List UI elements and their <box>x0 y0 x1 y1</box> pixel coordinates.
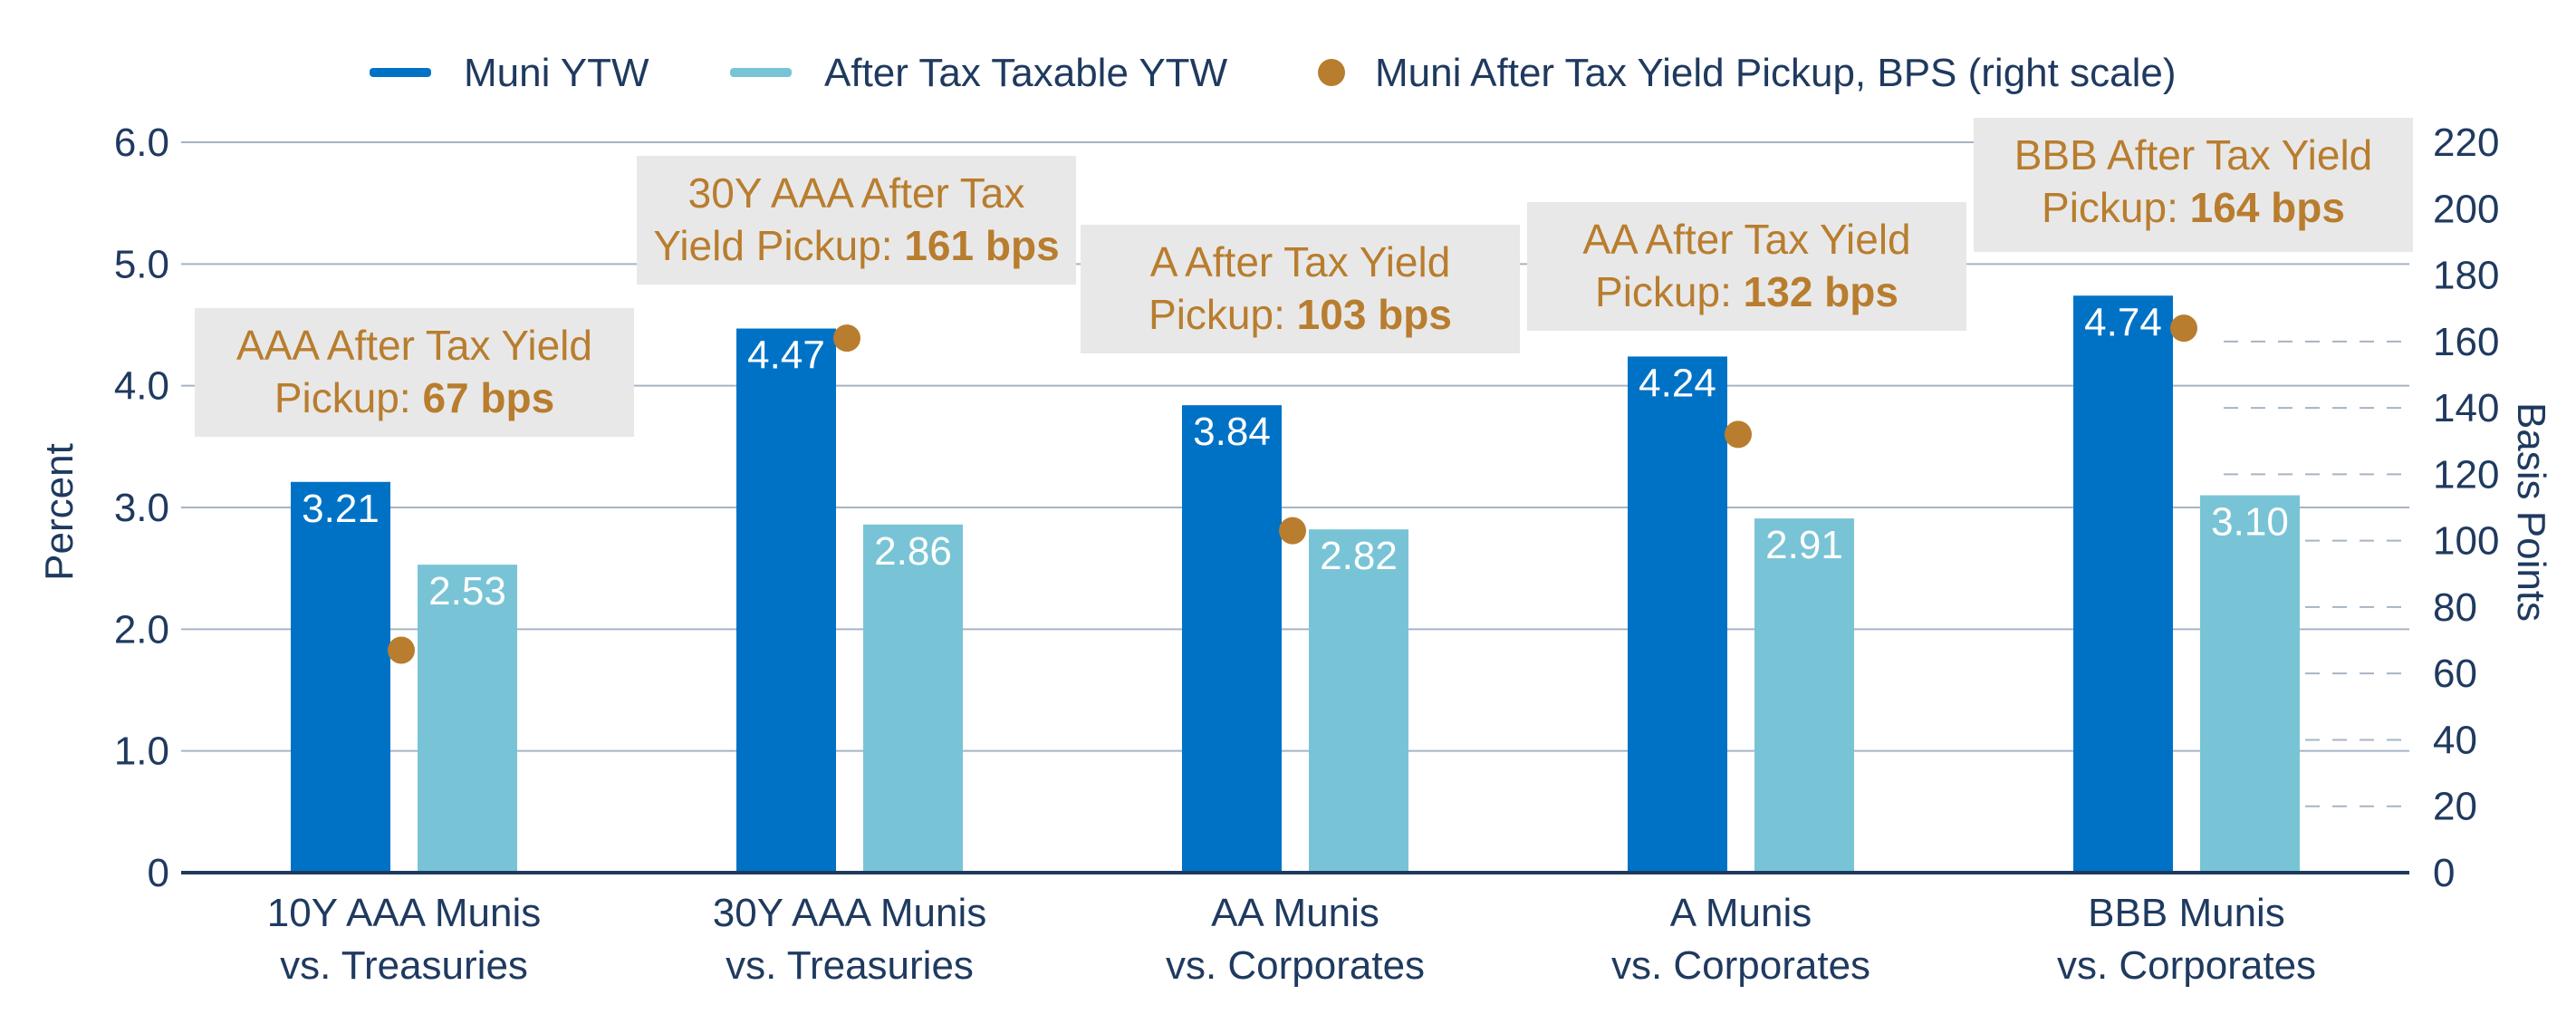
y2-tick-label: 40 <box>2433 718 2477 762</box>
annotation-line1: BBB After Tax Yield <box>2014 131 2373 179</box>
annotation-prefix: Yield Pickup: <box>653 222 904 269</box>
y2-tick-label: 60 <box>2433 652 2477 696</box>
y-tick-label: 5.0 <box>114 242 169 286</box>
annotation-value: 164 bps <box>2190 184 2345 231</box>
bar-value-label: 2.86 <box>874 529 952 574</box>
legend-label: After Tax Taxable YTW <box>824 51 1228 95</box>
category-label: 30Y AAA Munis <box>713 891 987 935</box>
annotation-prefix: Pickup: <box>2042 184 2190 231</box>
annotation-box <box>1974 118 2413 252</box>
bar-taxable-ytw <box>418 565 517 873</box>
bar-value-label: 2.53 <box>428 569 506 613</box>
pickup-dot <box>2170 314 2197 343</box>
legend-swatch-taxable-ytw <box>730 68 792 77</box>
annotation-line1: AAA After Tax Yield <box>236 322 592 369</box>
y-tick-label: 1.0 <box>114 729 169 774</box>
annotation-line1: AA After Tax Yield <box>1582 216 1910 263</box>
legend-label: Muni After Tax Yield Pickup, BPS (right … <box>1375 51 2176 95</box>
legend-swatch-pickup-dot <box>1318 59 1345 86</box>
annotation-line1: A After Tax Yield <box>1150 238 1451 285</box>
bar-muni-ytw <box>1182 405 1282 873</box>
annotation-value: 161 bps <box>904 222 1059 269</box>
y2-tick-label: 0 <box>2433 851 2455 895</box>
bar-muni-ytw <box>291 481 390 873</box>
annotation-box <box>637 156 1076 285</box>
annotation-box <box>1081 225 1520 353</box>
category-label: vs. Treasuries <box>280 943 528 988</box>
bar-value-label: 4.74 <box>2084 300 2162 344</box>
y2-axis-title: Basis Points <box>2509 402 2553 622</box>
annotation-line1: 30Y AAA After Tax <box>688 169 1025 217</box>
bar-taxable-ytw <box>1754 518 1854 873</box>
bar-value-label: 4.47 <box>747 333 825 378</box>
annotation-line2: Pickup: 67 bps <box>274 374 554 421</box>
y2-tick-label: 180 <box>2433 254 2499 298</box>
bar-value-label: 3.84 <box>1193 410 1271 454</box>
y2-tick-label: 220 <box>2433 121 2499 165</box>
y-tick-label: 3.0 <box>114 486 169 530</box>
y2-tick-label: 200 <box>2433 187 2499 231</box>
bar-muni-ytw <box>736 328 836 873</box>
y-tick-label: 2.0 <box>114 607 169 652</box>
y-tick-label: 0 <box>148 851 169 895</box>
bar-muni-ytw <box>2073 295 2173 873</box>
y2-tick-label: 140 <box>2433 386 2499 430</box>
annotation-line2: Pickup: 132 bps <box>1595 268 1898 315</box>
pickup-dot <box>1725 420 1752 449</box>
annotation-value: 103 bps <box>1297 291 1452 338</box>
annotation-value: 67 bps <box>422 374 554 421</box>
bar-value-label: 3.10 <box>2211 500 2289 545</box>
bar-value-label: 2.82 <box>1320 534 1398 578</box>
category-label: 10Y AAA Munis <box>267 891 542 935</box>
legend-swatch-muni-ytw <box>370 68 431 77</box>
y2-tick-label: 20 <box>2433 785 2477 829</box>
category-label: AA Munis <box>1211 891 1379 935</box>
bar-taxable-ytw <box>863 524 963 873</box>
category-label: vs. Corporates <box>2057 943 2316 988</box>
annotation-value: 132 bps <box>1744 268 1898 315</box>
category-label: A Munis <box>1670 891 1812 935</box>
y2-tick-label: 120 <box>2433 452 2499 497</box>
annotation-line2: Pickup: 103 bps <box>1149 291 1452 338</box>
annotation-line2: Yield Pickup: 161 bps <box>653 222 1059 269</box>
y2-tick-label: 100 <box>2433 519 2499 564</box>
y-tick-label: 6.0 <box>114 121 169 165</box>
pickup-dot <box>1279 517 1306 545</box>
category-label: vs. Corporates <box>1166 943 1425 988</box>
y2-tick-label: 160 <box>2433 320 2499 364</box>
category-label: BBB Munis <box>2088 891 2285 935</box>
legend-label: Muni YTW <box>464 51 649 95</box>
y-axis-title: Percent <box>37 443 82 581</box>
bar-taxable-ytw <box>2200 495 2300 873</box>
annotation-prefix: Pickup: <box>274 374 423 421</box>
annotation-box <box>195 308 634 437</box>
bar-taxable-ytw <box>1309 529 1408 873</box>
annotation-box <box>1527 202 1966 331</box>
bar-muni-ytw <box>1628 356 1727 874</box>
annotation-prefix: Pickup: <box>1149 291 1297 338</box>
y-tick-label: 4.0 <box>114 364 169 409</box>
bar-value-label: 3.21 <box>302 487 380 531</box>
annotation-prefix: Pickup: <box>1595 268 1744 315</box>
annotation-line2: Pickup: 164 bps <box>2042 184 2345 231</box>
y2-tick-label: 80 <box>2433 585 2477 630</box>
pickup-dot <box>833 324 860 353</box>
bar-value-label: 2.91 <box>1765 523 1843 567</box>
pickup-dot <box>388 636 415 664</box>
category-label: vs. Corporates <box>1611 943 1870 988</box>
category-label: vs. Treasuries <box>726 943 974 988</box>
bar-value-label: 4.24 <box>1639 361 1716 405</box>
